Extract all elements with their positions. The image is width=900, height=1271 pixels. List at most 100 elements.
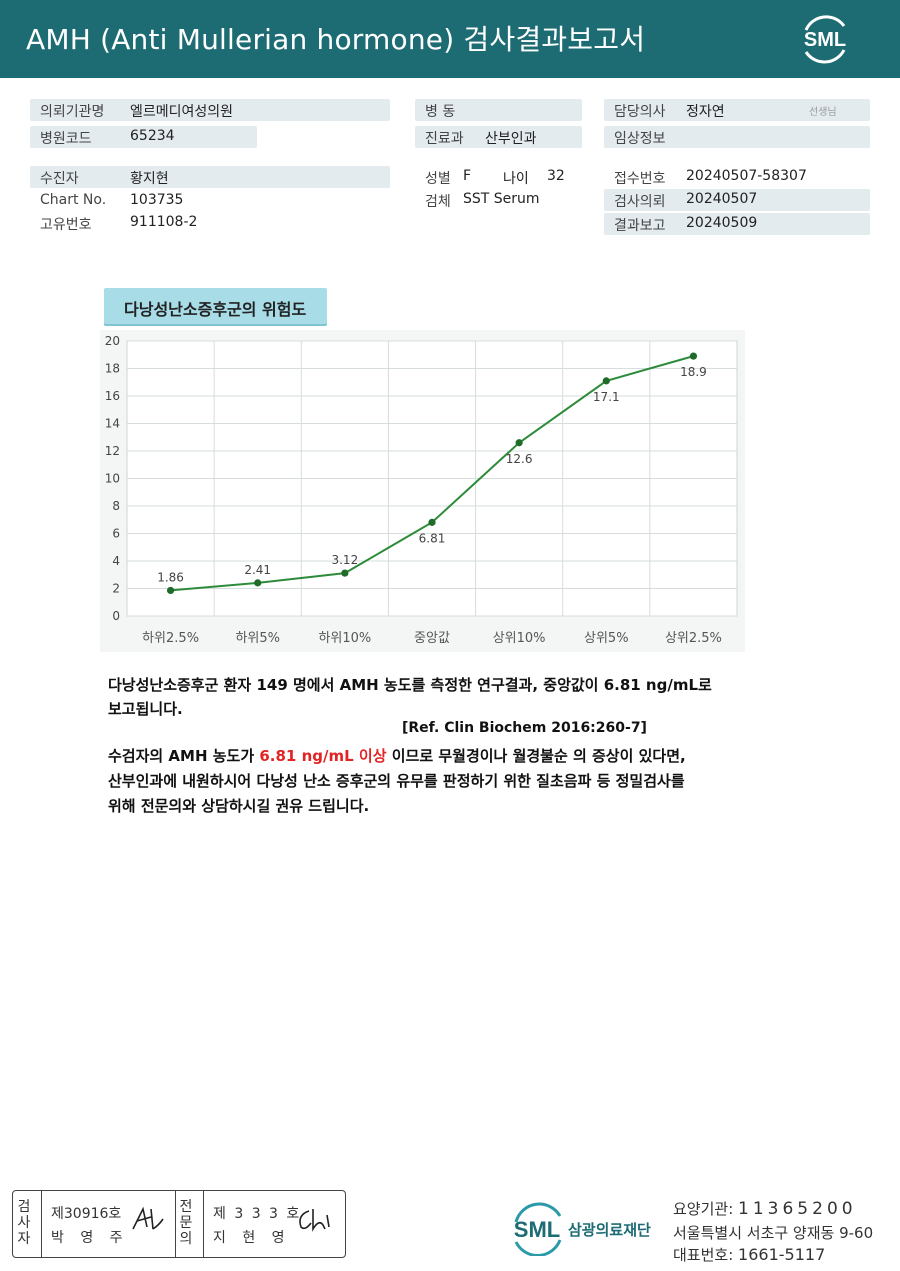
ward-field: 병 동 [415,99,582,121]
x-tick-label: 하위2.5% [142,631,199,646]
footer-code: 요양기관: 11365200 [673,1198,857,1219]
chart-no-value: 103735 [130,192,184,208]
doctor-label: 담당의사 [614,104,666,120]
report-title: AMH (Anti Mullerian hormone) 검사결과보고서 [26,23,646,56]
examiner-signature [132,1206,164,1230]
institution-label: 의뢰기관명 [40,104,105,120]
hospital-code-value: 65234 [130,128,175,144]
footer-phone: 대표번호: 1661-5117 [673,1244,825,1265]
clinical-label: 임상정보 [614,131,666,147]
report-field: 결과보고 20240509 [604,213,870,235]
chart-title: 다낭성난소증후군의 위험도 [124,300,307,319]
examiner-name: 박 영 주 [51,1230,129,1246]
clinical-field: 임상정보 [604,126,870,148]
patient-label: 수진자 [40,171,79,187]
svg-text:SML: SML [804,29,846,51]
data-point [689,352,698,360]
footer-address: 서울특별시 서초구 양재동 9-60 [673,1224,874,1242]
x-tick-label: 하위10% [318,631,371,646]
signature-divider-1 [41,1191,42,1257]
svg-text:SML: SML [514,1217,560,1242]
sex-label: 성별 [425,171,451,187]
report-header: AMH (Anti Mullerian hormone) 검사결과보고서 SML [0,0,900,78]
x-tick-label: 상위2.5% [665,631,722,646]
advice-highlight: 6.81 ng/mL 이상 [259,747,387,765]
advice-line1-post: 이므로 무월경이나 월경불순 의 증상이 있다면, [386,747,686,765]
y-tick-label: 14 [105,417,120,431]
data-point [254,579,262,587]
report-label: 결과보고 [614,218,666,234]
footer-phone-value: 1661-5117 [738,1245,826,1264]
receipt-value: 20240507-58307 [686,168,807,184]
request-label: 검사의뢰 [614,194,666,210]
doctor-field: 담당의사 정자연 선생님 [604,99,870,121]
signature-divider-2 [175,1191,176,1257]
advice-line1-pre: 수검자의 AMH 농도가 [108,747,260,765]
advice-line2: 산부인과에 내원하시어 다낭성 난소 증후군의 유무를 판정하기 위한 질초음파… [108,772,685,790]
age-value: 32 [547,168,565,184]
specimen-field: 검체 SST Serum [415,189,590,211]
examiner-label-text: 검사자 [17,1199,31,1247]
examiner-no: 제30916호 [51,1206,122,1222]
data-label: 1.86 [157,570,184,584]
patient-field: 수진자 황지현 [30,166,390,188]
footer-code-label: 요양기관: [673,1200,734,1218]
advice-line1: 수검자의 AMH 농도가 6.81 ng/mL 이상 이므로 무월경이나 월경불… [108,745,686,766]
specialist-name: 지 현 영 [213,1230,291,1246]
department-field: 진료과 산부인과 [415,126,582,148]
chart-no-label: Chart No. [40,192,107,208]
receipt-field: 접수번호 20240507-58307 [604,166,870,188]
footer-phone-label: 대표번호: [673,1246,734,1264]
department-label: 진료과 [425,131,464,147]
study-paragraph-line2: 보고됩니다. [108,700,183,718]
svg-text:삼광의료재단: 삼광의료재단 [568,1221,651,1239]
y-tick-label: 4 [112,554,120,568]
advice-line3: 위해 전문의와 상담하시길 권유 드립니다. [108,797,370,815]
unique-no-value: 911108-2 [130,214,198,230]
doctor-suffix: 선생님 [809,107,837,118]
footer-sml-logo: SML 삼광의료재단 [514,1202,651,1256]
x-tick-label: 하위5% [235,631,280,646]
institution-value: 엘르메디여성의원 [130,104,234,120]
data-point [602,377,610,385]
data-label: 12.6 [506,452,533,466]
data-point [166,586,175,595]
y-tick-label: 6 [112,527,120,541]
x-tick-label: 상위5% [584,631,629,646]
amh-line-chart: 0 2 4 6 8 10 12 14 16 18 20 하위2.5% 하위5% 하위10% 중앙값 상위10%… [100,330,745,652]
x-tick-label: 중앙값 [414,631,450,646]
specialist-label: 전문의 [179,1199,197,1247]
doctor-value: 정자연 [686,104,725,120]
specialist-label-text: 전문의 [179,1199,193,1247]
department-value: 산부인과 [485,131,537,147]
request-value: 20240507 [686,191,758,207]
signature-box: 검사자 제30916호 박 영 주 전문의 제 3 3 3 호 지 현 영 [12,1190,346,1258]
signature-divider-3 [203,1191,204,1257]
sex-value: F [463,168,472,184]
chart-no-field: Chart No. 103735 [30,190,390,212]
unique-no-field: 고유번호 911108-2 [30,212,390,234]
data-label: 6.81 [419,531,446,545]
data-label: 2.41 [244,563,271,577]
footer-code-value: 11365200 [738,1199,857,1219]
y-tick-label: 8 [112,499,120,513]
study-paragraph-line1: 다낭성난소증후군 환자 149 명에서 AMH 농도를 측정한 연구결과, 중앙… [108,676,712,694]
y-tick-label: 18 [105,362,120,376]
specialist-no: 제 3 3 3 호 [213,1206,302,1222]
data-label: 17.1 [593,390,620,404]
hospital-code-field: 병원코드 65234 [30,126,257,148]
examiner-label: 검사자 [17,1199,35,1247]
report-value: 20240509 [686,215,758,231]
sml-logo: SML [804,15,846,64]
y-tick-label: 0 [112,609,120,623]
data-label: 18.9 [680,365,707,379]
request-field: 검사의뢰 20240507 [604,189,870,211]
chart-title-box: 다낭성난소증후군의 위험도 [104,288,327,324]
sex-age-field: 성별 F 나이 32 [415,166,590,188]
ward-label: 병 동 [425,104,456,120]
y-tick-label: 2 [112,582,120,596]
hospital-code-label: 병원코드 [40,131,92,147]
patient-value: 황지현 [130,171,169,187]
y-tick-label: 10 [105,472,120,486]
specimen-label: 검체 [425,194,451,210]
